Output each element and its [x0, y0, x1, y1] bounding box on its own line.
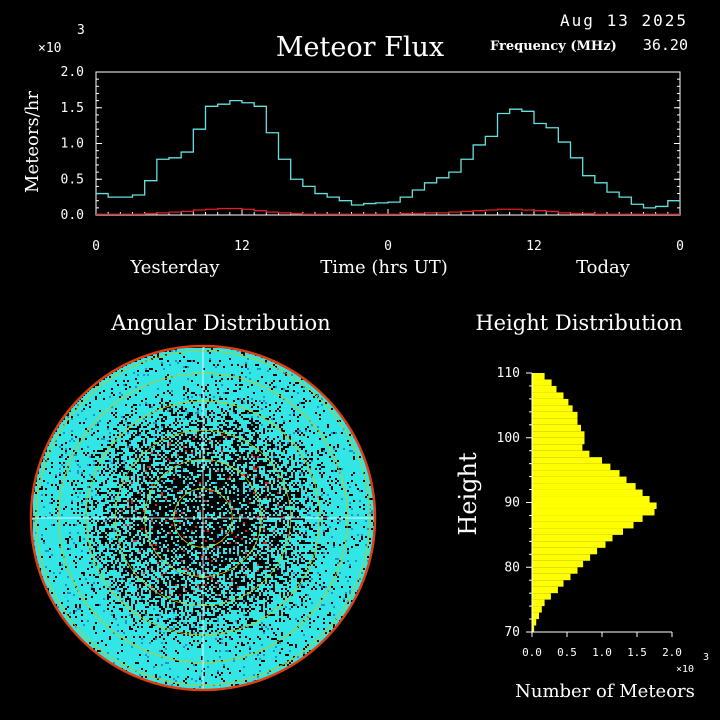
- height-bar: [532, 613, 539, 619]
- height-y-tick-label: 100: [497, 431, 520, 446]
- height-bar: [532, 438, 585, 444]
- height-bars: [532, 373, 657, 632]
- height-bar: [532, 444, 582, 450]
- angular-distribution-plot: [31, 346, 375, 690]
- height-bar: [532, 515, 643, 521]
- height-bar: [532, 561, 583, 567]
- height-bar: [532, 606, 542, 612]
- height-x-tick-label: 0.5: [557, 646, 577, 659]
- height-x-tick-label: 1.0: [592, 646, 612, 659]
- height-bar: [532, 528, 623, 534]
- flux-day-label-today: Today: [576, 257, 631, 278]
- height-bar: [532, 412, 578, 418]
- flux-ticks: 0.0 0.5 1.0 1.5 2.0 0 12 0 12 0: [61, 65, 684, 254]
- height-bar: [532, 600, 545, 606]
- flux-y-exponent: 3: [77, 23, 85, 38]
- height-x-multiplier: ×10: [676, 664, 694, 675]
- height-bar: [532, 425, 581, 431]
- height-bar: [532, 574, 571, 580]
- frequency-value: 36.20: [643, 36, 688, 54]
- height-bar: [532, 451, 589, 457]
- height-bar: [532, 373, 545, 379]
- flux-y-axis-label: Meteors/hr: [22, 91, 43, 193]
- height-bar: [532, 567, 578, 573]
- height-bar: [532, 477, 627, 483]
- height-x-tick-label: 0.0: [522, 646, 542, 659]
- height-bar: [532, 483, 636, 489]
- height-bar: [532, 503, 657, 509]
- height-bar: [532, 379, 552, 385]
- height-bar: [532, 399, 568, 405]
- flux-y-tick-label: 0.5: [61, 172, 84, 187]
- flux-x-tick-label: 0: [384, 239, 392, 254]
- height-bar: [532, 535, 613, 541]
- frequency-label: Frequency (MHz): [490, 39, 617, 54]
- flux-y-tick-label: 1.0: [61, 137, 84, 152]
- angular-title: Angular Distribution: [110, 311, 330, 335]
- height-bar: [532, 509, 655, 515]
- height-x-tick-label: 2.0: [662, 646, 682, 659]
- height-bar: [532, 593, 551, 599]
- height-y-tick-label: 90: [504, 496, 520, 511]
- height-bar: [532, 490, 643, 496]
- height-bar: [532, 418, 578, 424]
- height-bar: [532, 496, 650, 502]
- date-label: Aug 13 2025: [560, 11, 688, 30]
- height-x-tick-label: 1.5: [627, 646, 647, 659]
- height-bar: [532, 457, 602, 463]
- flux-x-tick-label: 0: [92, 239, 100, 254]
- flux-y-tick-label: 2.0: [61, 65, 84, 80]
- height-bar: [532, 405, 573, 411]
- flux-y-tick-label: 1.5: [61, 101, 84, 116]
- height-bar: [532, 464, 610, 470]
- height-y-axis-label: Height: [454, 452, 482, 536]
- flux-x-axis-label: Time (hrs UT): [320, 257, 448, 278]
- height-bar: [532, 386, 557, 392]
- flux-x-tick-label: 12: [526, 239, 542, 254]
- height-y-tick-label: 110: [497, 366, 520, 381]
- flux-x-tick-label: 12: [234, 239, 250, 254]
- height-bar: [532, 580, 564, 586]
- height-bar: [532, 587, 558, 593]
- flux-day-label-yesterday: Yesterday: [129, 257, 220, 278]
- height-y-tick-label: 70: [504, 625, 520, 640]
- flux-y-multiplier: ×10: [38, 41, 61, 56]
- height-bar: [532, 431, 585, 437]
- height-bar: [532, 619, 536, 625]
- height-bar: [532, 554, 590, 560]
- flux-title: Meteor Flux: [276, 32, 444, 63]
- height-bar: [532, 548, 597, 554]
- height-bar: [532, 541, 606, 547]
- flux-axes: [96, 72, 680, 215]
- height-x-axis-label: Number of Meteors: [515, 681, 695, 702]
- flux-y-tick-label: 0.0: [61, 208, 84, 223]
- height-bar: [532, 470, 620, 476]
- height-title: Height Distribution: [475, 311, 682, 335]
- height-bar: [532, 392, 564, 398]
- height-y-tick-label: 80: [504, 560, 520, 575]
- flux-frame: [96, 72, 680, 215]
- flux-x-tick-label: 0: [676, 239, 684, 254]
- height-bar: [532, 522, 634, 528]
- flux-main-series-line: [96, 101, 680, 208]
- flux-series: [96, 101, 680, 215]
- height-x-exponent: 3: [703, 652, 709, 663]
